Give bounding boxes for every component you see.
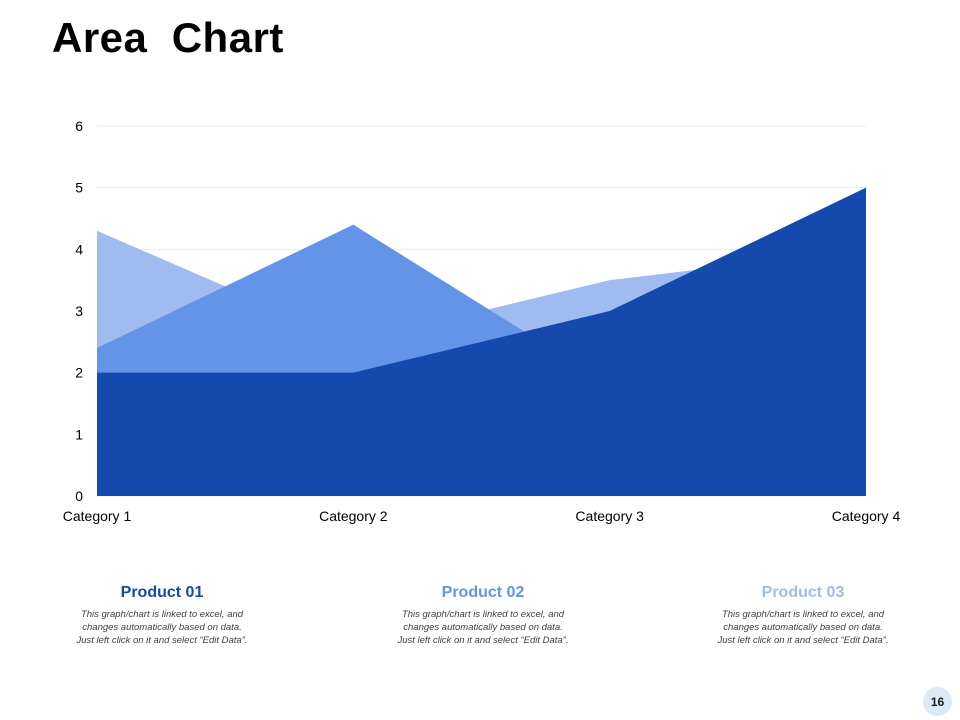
y-tick-label: 2	[75, 365, 83, 381]
legend-name: Product 03	[761, 584, 845, 601]
legend-product-03: Product 03 This graph/chart is linked to…	[673, 584, 933, 647]
legend-description: This graph/chart is linked to excel, and…	[76, 609, 248, 646]
page-number-badge: 16	[923, 687, 952, 716]
x-tick-label: Category 1	[63, 508, 132, 524]
x-tick-label: Category 4	[832, 508, 901, 524]
y-tick-label: 0	[75, 488, 83, 504]
legend-product-01: Product 01 This graph/chart is linked to…	[32, 584, 292, 647]
y-tick-label: 5	[75, 180, 83, 196]
legend-product-02: Product 02 This graph/chart is linked to…	[353, 584, 613, 647]
y-axis-ticks: 0 1 2 3 4 5 6	[75, 118, 83, 504]
y-tick-label: 1	[75, 426, 83, 442]
area-series-product-01	[97, 187, 866, 496]
slide-title: Area Chart	[52, 14, 284, 61]
chart-areas	[97, 187, 866, 497]
x-axis-ticks: Category 1 Category 2 Category 3 Category 4	[63, 508, 901, 524]
legend-description: This graph/chart is linked to excel, and…	[397, 609, 569, 646]
y-tick-label: 6	[75, 118, 83, 134]
legend-name: Product 02	[441, 584, 525, 601]
legend-name: Product 01	[120, 584, 204, 601]
x-tick-label: Category 2	[319, 508, 388, 524]
y-tick-label: 4	[75, 241, 83, 257]
y-tick-label: 3	[75, 303, 83, 319]
x-tick-label: Category 3	[575, 508, 644, 524]
legend-description: This graph/chart is linked to excel, and…	[717, 609, 889, 646]
